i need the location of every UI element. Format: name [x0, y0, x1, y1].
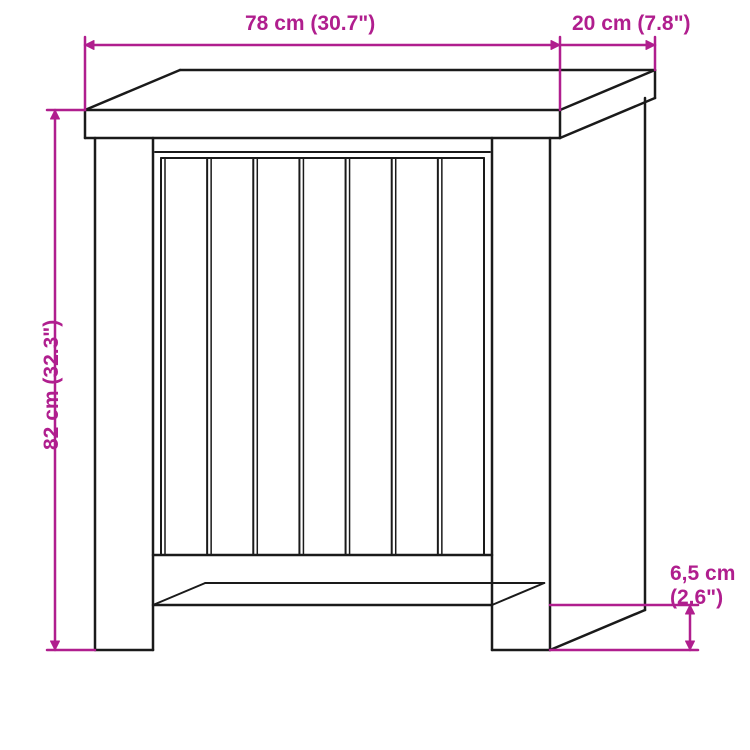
depth-imperial: (7.8") — [637, 12, 690, 35]
gap-metric: 6,5 cm — [670, 562, 735, 586]
height-metric: 82 cm — [40, 390, 63, 450]
depth-label: 20 cm (7.8") — [572, 12, 691, 36]
height-label: 82 cm (32.3") — [40, 320, 64, 450]
width-imperial: (30.7") — [310, 12, 375, 35]
height-imperial: (32.3") — [40, 320, 63, 385]
gap-label: 6,5 cm (2.6") — [670, 562, 735, 610]
depth-metric: 20 cm — [572, 12, 632, 35]
width-label: 78 cm (30.7") — [245, 12, 375, 36]
gap-imperial: (2.6") — [670, 586, 735, 610]
dimension-drawing — [0, 0, 750, 750]
width-metric: 78 cm — [245, 12, 305, 35]
